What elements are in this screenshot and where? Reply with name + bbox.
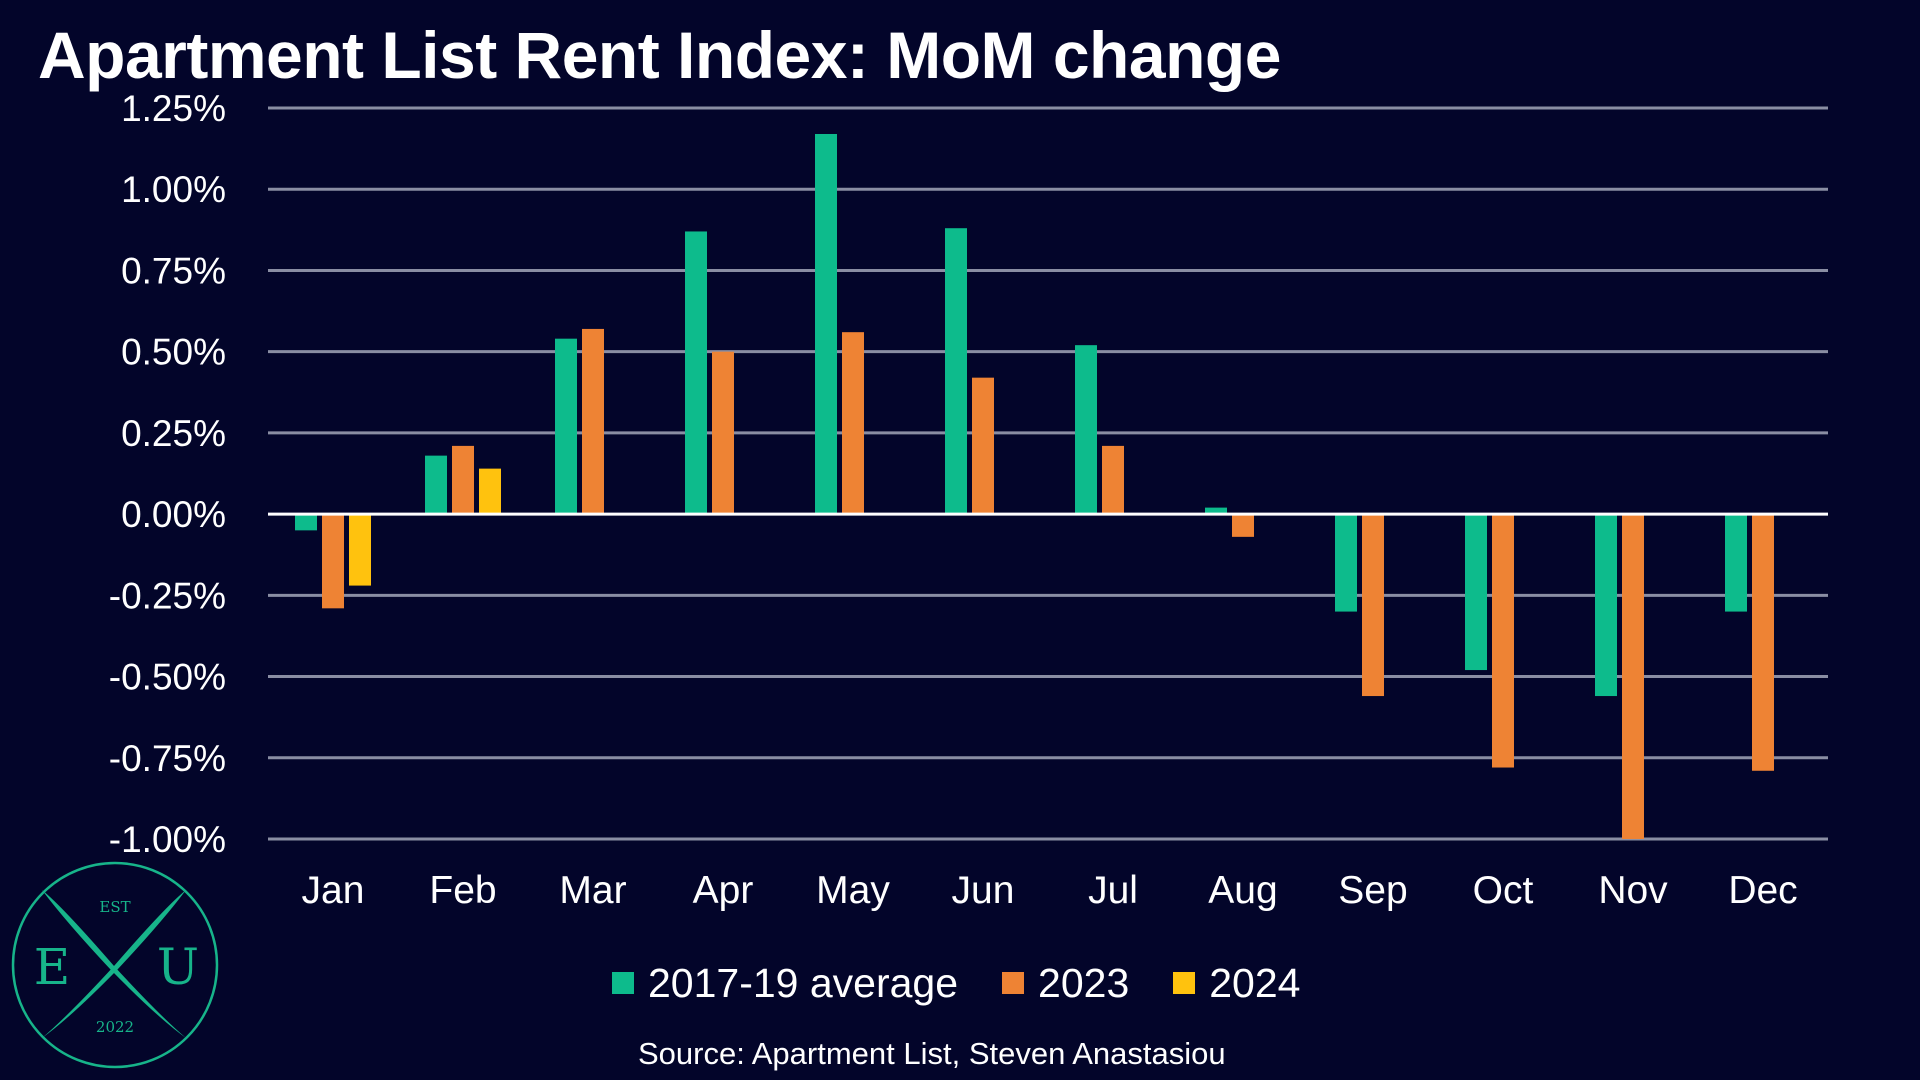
legend-label: 2017-19 average <box>648 960 959 1006</box>
y-axis-tick-labels: -1.00% -0.75% -0.50% -0.25% 0.00% 0.25% 0.50% 0… <box>109 88 226 860</box>
x-tick-label: Jul <box>1088 869 1138 912</box>
y-tick-label: 1.25% <box>121 88 226 129</box>
y-tick-label: 0.75% <box>121 250 226 291</box>
bar <box>452 445 474 515</box>
logo-x-stroke-2 <box>42 890 186 1038</box>
bar <box>479 468 501 515</box>
legend-item: 2017-19 average <box>612 958 958 1008</box>
bar <box>1335 514 1357 612</box>
bar <box>322 514 344 609</box>
legend-swatch <box>1173 972 1196 994</box>
bar <box>349 514 371 586</box>
bar <box>972 377 994 515</box>
bar <box>295 514 317 531</box>
bar <box>1465 514 1487 671</box>
legend-swatch <box>612 972 634 994</box>
bar <box>945 228 967 515</box>
x-tick-label: Jan <box>302 869 365 912</box>
exu-logo: EST E U 2022 <box>11 861 219 1069</box>
bar <box>1492 514 1514 768</box>
y-tick-label: -0.25% <box>109 575 226 616</box>
x-tick-label: Sep <box>1338 869 1407 912</box>
gridlines <box>268 106 1828 841</box>
bar <box>685 231 707 515</box>
bar <box>842 332 864 515</box>
x-tick-label: Feb <box>429 869 496 912</box>
bar <box>1075 345 1097 515</box>
legend-item: 2024 <box>1173 958 1300 1008</box>
bar <box>1232 514 1254 537</box>
y-tick-label: -0.50% <box>109 657 226 698</box>
bar <box>1752 514 1774 771</box>
legend-item: 2023 <box>1002 958 1129 1008</box>
y-tick-label: 0.50% <box>121 332 226 373</box>
bar <box>1725 514 1747 612</box>
y-tick-label: 0.00% <box>121 494 226 535</box>
bar <box>1622 514 1644 839</box>
x-tick-label: May <box>816 869 890 912</box>
logo-est-text: EST <box>99 898 130 916</box>
bar <box>815 133 837 515</box>
bar <box>1595 514 1617 697</box>
x-tick-label: Aug <box>1208 869 1277 912</box>
x-tick-label: Jun <box>952 869 1015 912</box>
bar <box>1362 514 1384 697</box>
x-tick-label: Mar <box>559 869 626 912</box>
legend: 2017-19 average 2023 2024 <box>612 958 1344 1008</box>
y-tick-label: -0.75% <box>109 738 226 779</box>
x-axis-tick-labels: Jan Feb Mar Apr May Jun Jul Aug Sep Oct Nov Dec <box>302 869 1798 912</box>
bar <box>712 351 734 515</box>
legend-label: 2023 <box>1038 960 1130 1006</box>
x-tick-label: Nov <box>1598 869 1668 912</box>
legend-label: 2024 <box>1209 960 1301 1006</box>
logo-letter-e: E <box>34 938 71 996</box>
bar <box>582 328 604 515</box>
y-tick-label: -1.00% <box>109 819 226 860</box>
chart-title: Apartment List Rent Index: MoM change <box>38 18 1281 92</box>
bars <box>295 133 1774 839</box>
x-tick-label: Oct <box>1473 869 1534 912</box>
bar <box>425 455 447 515</box>
source-note: Source: Apartment List, Steven Anastasio… <box>638 1036 1226 1071</box>
bar <box>555 338 577 515</box>
y-tick-label: 0.25% <box>121 413 226 454</box>
logo-year-text: 2022 <box>96 1018 134 1036</box>
logo-ring <box>11 861 219 1069</box>
bar <box>1205 507 1227 515</box>
logo-letter-u: U <box>157 938 199 996</box>
y-tick-label: 1.00% <box>121 169 226 210</box>
bar <box>1102 445 1124 515</box>
x-tick-label: Dec <box>1728 869 1797 912</box>
x-tick-label: Apr <box>693 869 754 912</box>
logo-x-stroke-1 <box>42 890 186 1038</box>
legend-swatch <box>1002 972 1025 994</box>
